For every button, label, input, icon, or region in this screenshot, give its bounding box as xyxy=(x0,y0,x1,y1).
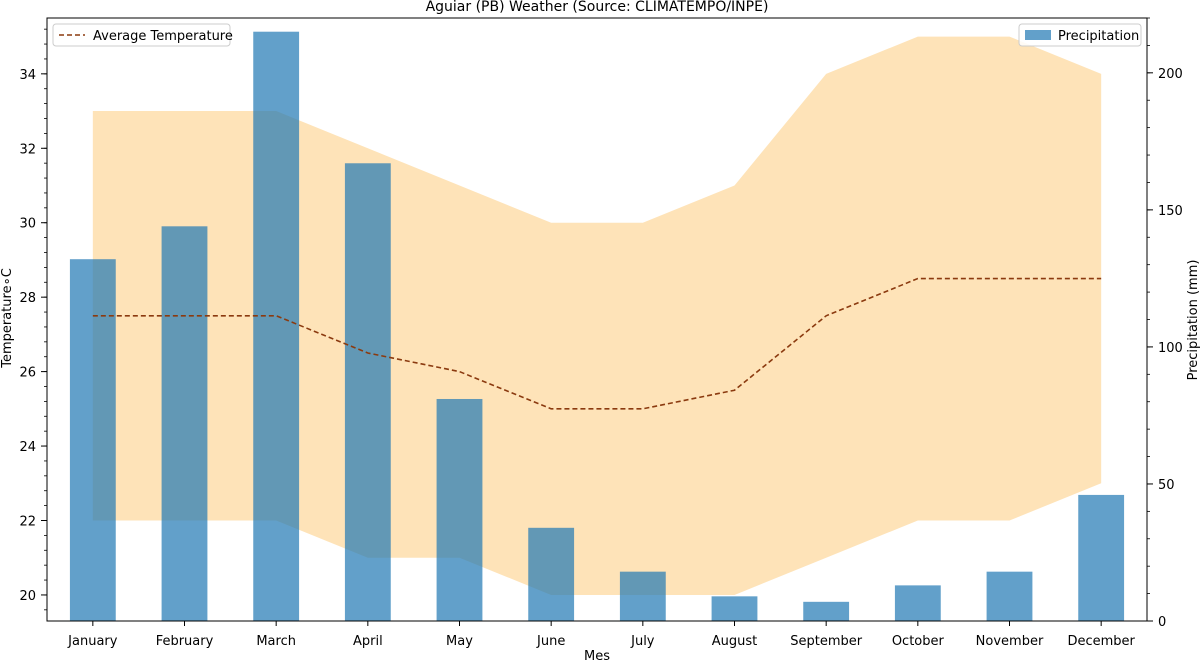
left-y-axis-label: Temperature∘C xyxy=(0,268,15,369)
precipitation-bar xyxy=(253,31,300,622)
x-tick-label: August xyxy=(712,634,758,649)
left-tick-label: 22 xyxy=(19,515,36,530)
precipitation-bars-layer xyxy=(69,31,1125,622)
legend-precipitation: Precipitation xyxy=(1018,23,1142,47)
x-tick-label: February xyxy=(156,634,214,649)
x-tick-label: July xyxy=(630,634,655,649)
legend-average-temperature: Average Temperature xyxy=(52,23,233,47)
x-tick-label: October xyxy=(892,634,945,649)
x-axis-label: Mes xyxy=(584,649,610,662)
left-tick-label: 28 xyxy=(19,291,36,306)
legend-label-average-temperature: Average Temperature xyxy=(93,29,233,44)
precipitation-bar xyxy=(344,163,391,621)
left-tick-label: 24 xyxy=(19,440,36,455)
left-tick-label: 32 xyxy=(19,142,36,157)
x-tick-label: June xyxy=(536,634,565,649)
precipitation-bar xyxy=(528,527,575,621)
x-tick-label: September xyxy=(790,634,863,649)
x-tick-label: April xyxy=(353,634,383,649)
legend-bar-swatch xyxy=(1025,30,1051,40)
temperature-range-band xyxy=(92,36,1102,595)
x-tick-label: January xyxy=(67,634,118,649)
precipitation-bar xyxy=(1078,494,1125,621)
precipitation-bar xyxy=(986,571,1033,621)
precipitation-bar xyxy=(711,596,758,621)
legend-frame xyxy=(1018,23,1142,47)
chart-title: Aguiar (PB) Weather (Source: CLIMATEMPO/… xyxy=(426,0,769,15)
right-tick-label: 150 xyxy=(1158,204,1183,219)
right-tick-label: 200 xyxy=(1158,67,1183,82)
left-tick-label: 26 xyxy=(19,366,36,381)
temperature-range-band-layer xyxy=(92,36,1102,595)
left-y-axis: 20 22 24 26 28 30 32 34 xyxy=(19,28,47,611)
precipitation-bar xyxy=(619,571,666,621)
x-tick-label: November xyxy=(976,634,1044,649)
x-tick-label: December xyxy=(1067,634,1135,649)
right-tick-label: 100 xyxy=(1158,341,1183,356)
left-tick-label: 20 xyxy=(19,589,36,604)
precipitation-bar xyxy=(69,259,116,621)
precipitation-bar xyxy=(803,601,850,621)
left-tick-label: 34 xyxy=(19,68,36,83)
legend-label-precipitation: Precipitation xyxy=(1058,29,1139,44)
x-axis: January February March April May June July Augu… xyxy=(67,621,1136,649)
precipitation-bar xyxy=(161,226,208,622)
precipitation-bar xyxy=(436,398,483,621)
right-y-axis-label: Precipitation (mm) xyxy=(1186,260,1200,381)
right-y-axis: 0 50 100 150 200 xyxy=(1147,17,1183,630)
legend-frame xyxy=(52,23,231,47)
left-tick-label: 30 xyxy=(19,217,36,232)
average-temperature-line xyxy=(92,277,1102,410)
right-tick-label: 0 xyxy=(1158,615,1166,630)
x-tick-label: May xyxy=(446,634,473,649)
average-temperature-line-layer xyxy=(92,277,1102,410)
right-tick-label: 50 xyxy=(1158,478,1175,493)
x-tick-label: March xyxy=(256,634,296,649)
precipitation-bar xyxy=(894,585,941,621)
